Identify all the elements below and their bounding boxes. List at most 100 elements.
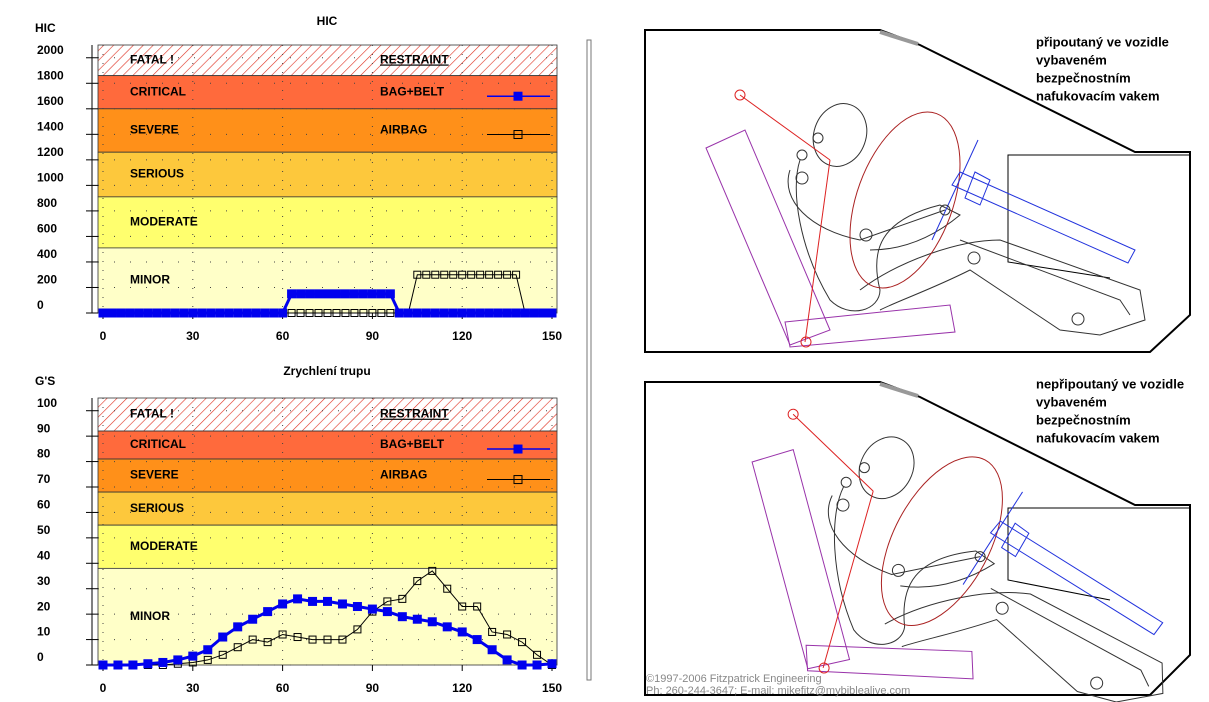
series-marker — [502, 655, 512, 665]
y-tick-label: 2000 — [37, 43, 64, 57]
series-marker — [263, 638, 272, 647]
series-marker — [296, 289, 306, 299]
series-marker — [502, 308, 512, 318]
x-tick-label: 150 — [542, 329, 562, 343]
series-marker — [431, 270, 440, 279]
series-marker — [203, 645, 213, 655]
series-marker — [188, 308, 198, 318]
series-marker — [352, 602, 362, 612]
y-axis-label: HIC — [35, 21, 56, 35]
x-tick-label: 90 — [366, 329, 380, 343]
band-label: SERIOUS — [130, 167, 184, 181]
series-marker — [218, 632, 228, 642]
y-tick-label: 10 — [37, 625, 51, 639]
band — [97, 151, 558, 198]
legend-label: BAG+BELT — [380, 84, 445, 98]
band — [97, 491, 558, 526]
series-marker — [458, 602, 467, 611]
y-tick-label: 800 — [37, 196, 57, 210]
series-marker — [449, 270, 458, 279]
series-marker — [503, 630, 512, 639]
series-marker — [529, 308, 539, 318]
y-tick-label: 80 — [37, 447, 51, 461]
series-marker — [242, 308, 252, 318]
series-marker — [494, 270, 503, 279]
legend-marker — [513, 130, 523, 140]
x-tick-label: 30 — [186, 681, 200, 695]
legend-title: RESTRAINT — [380, 407, 449, 421]
y-tick-label: 1200 — [37, 145, 64, 159]
series-marker — [260, 308, 270, 318]
band-label: MINOR — [130, 273, 170, 287]
series-marker — [520, 308, 530, 318]
series-marker — [323, 289, 332, 299]
series-marker — [308, 635, 317, 644]
series-marker — [383, 597, 392, 606]
series-marker — [350, 309, 359, 317]
series-marker — [218, 650, 227, 659]
legend-label: BAG+BELT — [380, 437, 445, 451]
series-marker — [484, 308, 494, 318]
series-marker — [263, 607, 273, 617]
y-tick-label: 0 — [37, 650, 44, 664]
y-tick-label: 60 — [37, 498, 51, 512]
y-tick-label: 70 — [37, 472, 51, 486]
series-marker — [359, 309, 368, 317]
series-marker — [440, 270, 449, 279]
series-marker — [397, 612, 407, 622]
series-marker — [125, 308, 135, 318]
series-marker — [485, 270, 494, 279]
series-marker — [518, 638, 527, 647]
series-marker — [197, 308, 207, 318]
series-marker — [323, 309, 332, 317]
series-marker — [332, 309, 341, 317]
band-label: CRITICAL — [130, 84, 186, 98]
series-marker — [412, 308, 422, 318]
band — [97, 567, 558, 666]
series-marker — [376, 289, 386, 299]
caption: vybaveném — [1036, 394, 1107, 409]
series-marker — [278, 630, 287, 639]
series-marker — [472, 635, 482, 645]
series-marker — [331, 289, 341, 299]
series-marker — [128, 660, 138, 670]
series-marker — [143, 659, 153, 669]
series-marker — [323, 596, 332, 606]
x-tick-label: 90 — [366, 681, 380, 695]
legend-label: AIRBAG — [380, 123, 427, 137]
series-marker — [466, 308, 476, 318]
series-marker — [413, 270, 422, 279]
series-marker — [305, 309, 314, 317]
copyright: Ph: 260-244-3647; E-mail: mikefitz@mybib… — [646, 685, 910, 697]
series-marker — [287, 289, 297, 299]
series-marker — [107, 308, 117, 318]
y-tick-label: 90 — [37, 421, 51, 435]
band — [97, 247, 558, 314]
series-marker — [233, 643, 242, 652]
series-marker — [305, 289, 315, 299]
band-label: SERIOUS — [130, 501, 184, 515]
series-marker — [443, 584, 452, 593]
series-marker — [386, 309, 395, 317]
y-tick-label: 1800 — [37, 68, 64, 82]
series-marker — [533, 650, 542, 659]
band — [97, 75, 558, 110]
series-marker — [143, 308, 153, 318]
series-marker — [487, 645, 497, 655]
series-marker — [215, 308, 225, 318]
series-marker — [152, 308, 162, 318]
y-tick-label: 0 — [37, 298, 44, 312]
y-tick-label: 600 — [37, 222, 57, 236]
series-marker — [338, 635, 347, 644]
series-marker — [493, 308, 503, 318]
series-marker — [287, 309, 296, 317]
series-marker — [547, 659, 557, 669]
series-marker — [314, 309, 323, 317]
series-marker — [367, 289, 377, 299]
series-marker — [403, 308, 413, 318]
series-marker — [179, 308, 189, 318]
x-tick-label: 120 — [452, 329, 472, 343]
series-marker — [233, 308, 243, 318]
series-marker — [314, 289, 324, 299]
series-marker — [475, 308, 485, 318]
